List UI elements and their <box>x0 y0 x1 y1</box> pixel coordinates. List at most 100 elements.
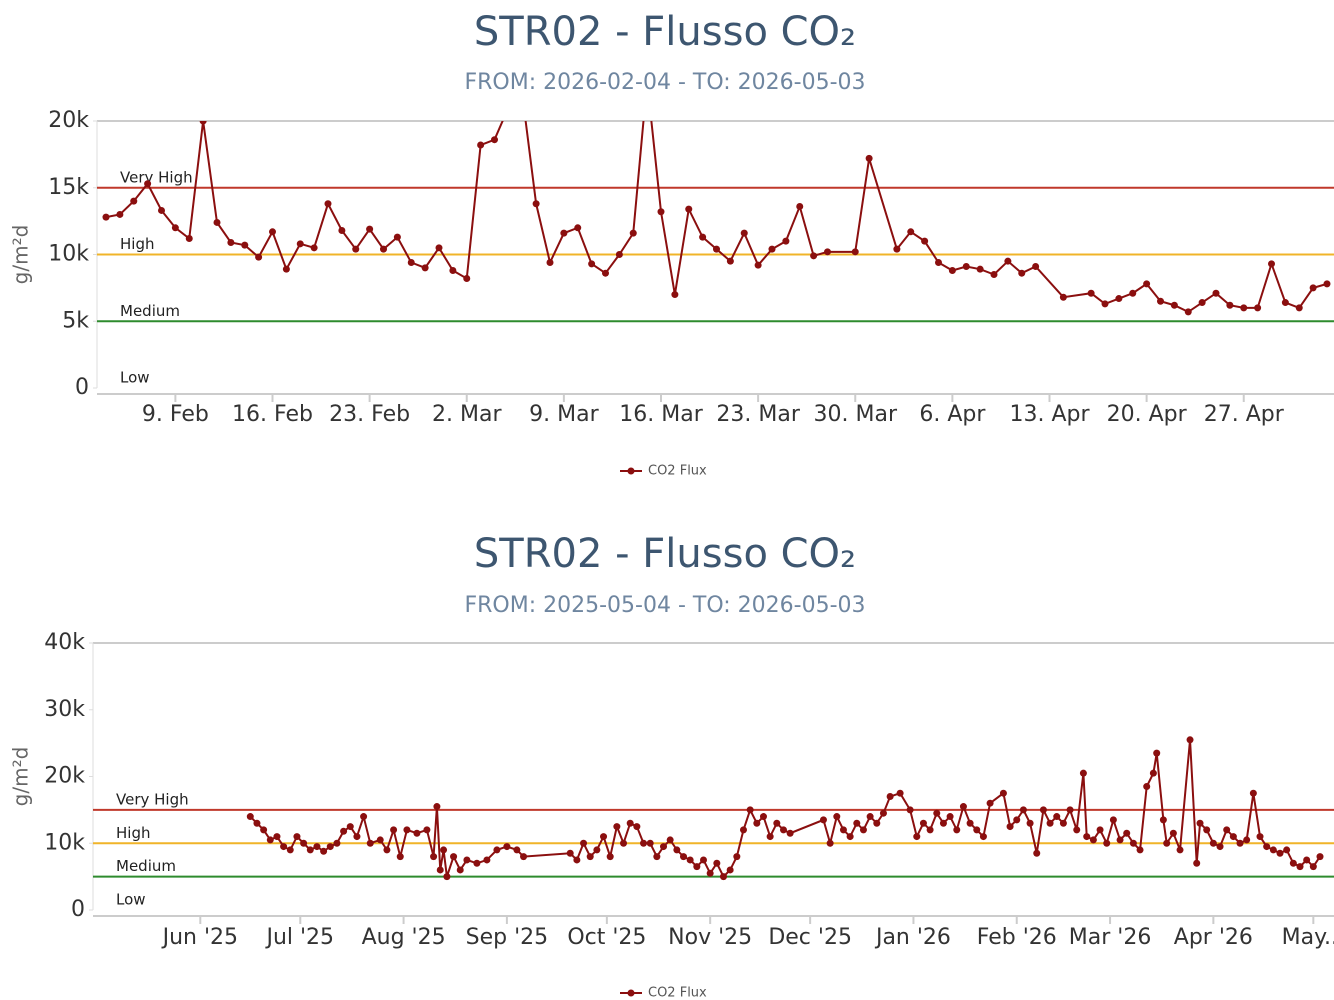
y-axis-label: g/m²d <box>9 225 33 285</box>
data-point <box>463 275 471 283</box>
data-point <box>1101 300 1109 308</box>
data-point <box>532 200 540 208</box>
legend-label: CO2 Flux <box>648 464 707 479</box>
y-tick-label: 5k <box>62 308 89 333</box>
x-tick-label: 13. Apr <box>1009 402 1090 427</box>
data-point <box>413 829 421 837</box>
data-point <box>739 826 747 834</box>
x-tick-label: 16. Mar <box>619 402 703 427</box>
data-point <box>826 839 834 847</box>
x-tick-label: 23. Mar <box>716 402 800 427</box>
data-point <box>865 154 873 162</box>
data-point <box>833 813 841 821</box>
y-tick-label: 20k <box>44 764 85 789</box>
data-point <box>1296 863 1304 871</box>
data-point <box>706 869 714 877</box>
data-point <box>671 291 679 299</box>
y-tick-label: 10k <box>48 242 89 267</box>
x-tick-label: Nov '25 <box>668 925 752 950</box>
data-point <box>580 839 588 847</box>
data-point <box>423 826 431 834</box>
data-point <box>773 819 781 827</box>
data-point <box>477 141 485 149</box>
data-point <box>560 229 568 237</box>
data-point <box>520 853 528 861</box>
data-point <box>1196 819 1204 827</box>
data-point <box>990 271 998 279</box>
data-point <box>1157 297 1164 305</box>
data-point <box>338 226 346 234</box>
data-point <box>380 245 387 253</box>
data-point <box>1123 829 1131 837</box>
data-point <box>986 799 994 807</box>
data-point <box>253 819 261 827</box>
x-tick-label: Oct '25 <box>567 925 646 950</box>
data-point <box>566 849 574 857</box>
data-point <box>1046 819 1054 827</box>
data-point <box>1309 284 1317 292</box>
data-point <box>600 833 608 841</box>
data-point <box>1303 856 1311 864</box>
data-point <box>1170 301 1178 309</box>
data-point <box>754 261 762 269</box>
data-point <box>1006 823 1014 831</box>
data-point <box>620 839 628 847</box>
data-point <box>227 238 235 246</box>
data-point <box>879 809 887 817</box>
threshold-label: High <box>116 824 150 842</box>
data-point <box>646 839 654 847</box>
data-point <box>686 856 694 864</box>
data-point <box>896 789 904 797</box>
data-point <box>1229 833 1237 841</box>
data-point <box>753 819 761 827</box>
data-point <box>1083 833 1091 841</box>
data-point <box>403 826 411 834</box>
data-point <box>1309 863 1317 871</box>
data-point <box>588 260 596 268</box>
series-line <box>249 739 1321 879</box>
data-point <box>493 846 501 854</box>
data-point <box>1096 826 1104 834</box>
data-point <box>640 839 648 847</box>
data-point <box>1103 839 1111 847</box>
data-point <box>102 213 110 221</box>
data-point <box>1079 769 1087 777</box>
data-point <box>839 826 847 834</box>
data-point <box>1240 304 1248 312</box>
data-point <box>1033 849 1041 857</box>
threshold-label: Very High <box>120 168 193 186</box>
data-point <box>740 229 748 237</box>
x-tick-label: 9. Mar <box>529 402 599 427</box>
x-tick-label: May... <box>1282 925 1334 950</box>
data-point <box>1073 826 1081 834</box>
data-point <box>333 839 341 847</box>
data-point <box>353 833 361 841</box>
data-point <box>1226 301 1234 309</box>
y-tick-label: 20k <box>48 108 89 133</box>
data-point <box>1209 839 1217 847</box>
data-point <box>266 836 274 844</box>
y-tick-label: 0 <box>71 897 85 922</box>
data-point <box>1256 833 1264 841</box>
data-point <box>766 833 774 841</box>
data-point <box>407 259 415 267</box>
data-point <box>346 823 354 831</box>
data-point <box>310 244 318 252</box>
data-point <box>660 843 668 851</box>
data-point <box>979 833 987 841</box>
y-tick-label: 0 <box>75 375 89 400</box>
data-point <box>366 225 374 233</box>
data-point <box>1186 736 1194 744</box>
data-point <box>973 826 981 834</box>
data-point <box>846 833 854 841</box>
data-point <box>1323 280 1331 288</box>
legend-label: CO2 Flux <box>648 986 707 1000</box>
data-point <box>1295 304 1303 312</box>
data-point <box>1283 846 1291 854</box>
data-point <box>733 853 741 861</box>
data-point <box>1019 806 1027 814</box>
chart-title: STR02 - Flusso CO₂ <box>474 531 856 577</box>
data-point <box>1223 826 1231 834</box>
data-point <box>1018 269 1026 277</box>
data-point <box>435 244 443 252</box>
